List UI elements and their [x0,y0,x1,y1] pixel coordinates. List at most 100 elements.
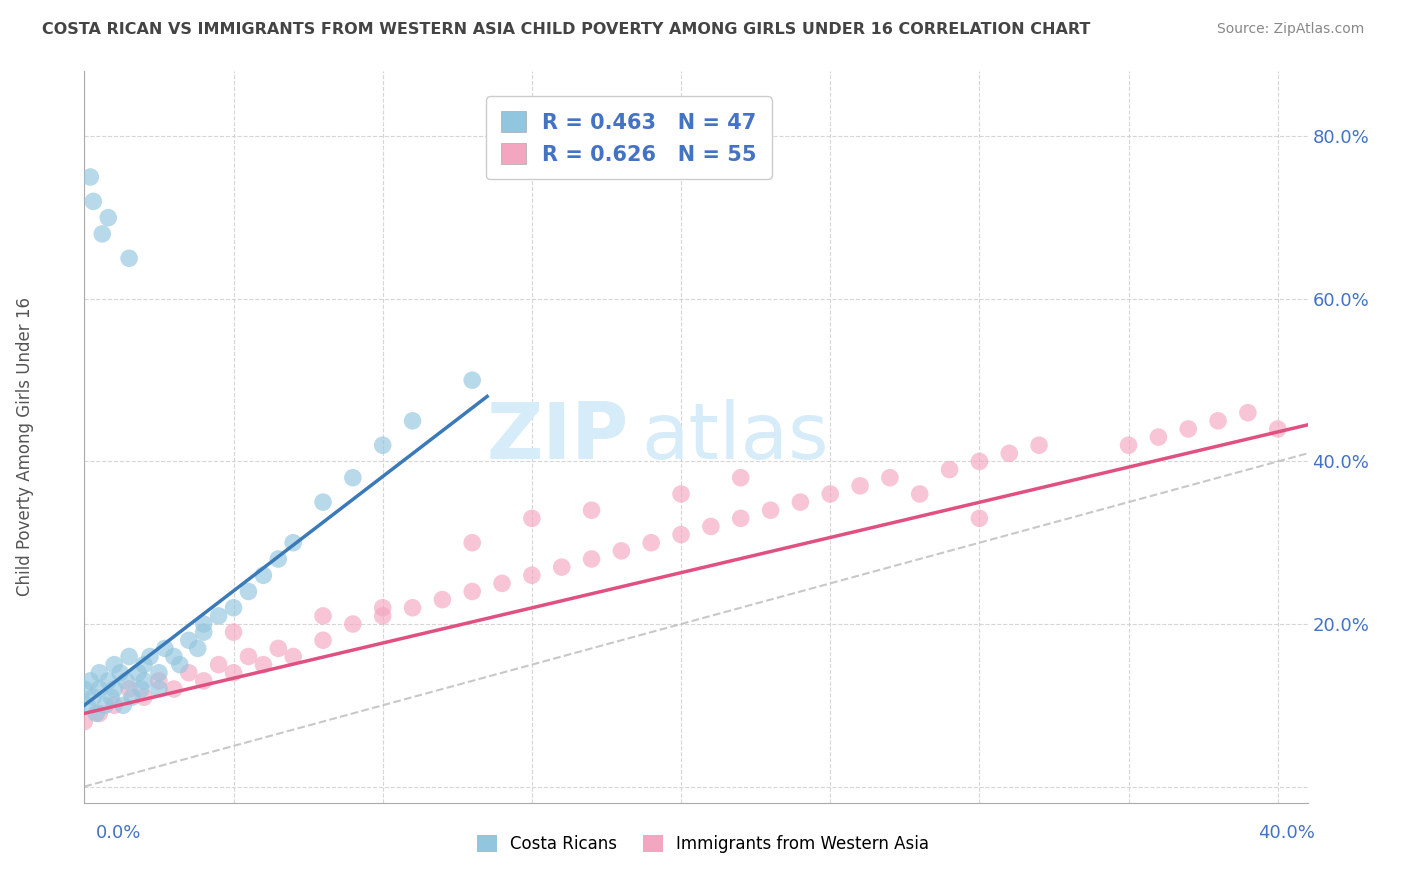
Point [132,673,155,688]
Point [82,194,104,209]
Text: atlas: atlas [641,399,828,475]
Point [129,681,152,696]
Point [520,568,543,582]
Point [461,373,484,387]
Text: COSTA RICAN VS IMMIGRANTS FROM WESTERN ASIA CHILD POVERTY AMONG GIRLS UNDER 16 C: COSTA RICAN VS IMMIGRANTS FROM WESTERN A… [42,22,1091,37]
Point [520,511,543,525]
Point [148,673,170,688]
Point [207,657,229,672]
Point [163,649,186,664]
Point [610,544,633,558]
Point [581,503,603,517]
Point [342,617,364,632]
Point [84,706,107,721]
Point [89,706,111,721]
Text: ZIP: ZIP [486,399,628,475]
Legend: Costa Ricans, Immigrants from Western Asia: Costa Ricans, Immigrants from Western As… [468,827,938,862]
Point [640,535,662,549]
Point [969,511,991,525]
Point [97,673,120,688]
Point [1118,438,1140,452]
Point [461,584,484,599]
Point [118,681,141,696]
Point [76,698,98,713]
Point [82,690,104,705]
Point [849,479,872,493]
Legend: R = 0.463   N = 47, R = 0.626   N = 55: R = 0.463 N = 47, R = 0.626 N = 55 [486,96,772,179]
Point [789,495,811,509]
Point [222,600,245,615]
Point [148,665,170,680]
Point [879,471,901,485]
Point [163,681,186,696]
Point [461,535,484,549]
Text: Child Poverty Among Girls Under 16: Child Poverty Among Girls Under 16 [17,296,34,596]
Point [908,487,931,501]
Point [139,649,162,664]
Point [121,690,143,705]
Point [401,414,423,428]
Point [153,641,176,656]
Point [312,608,335,623]
Point [342,471,364,485]
Point [118,252,141,266]
Point [97,211,120,225]
Point [371,438,394,452]
Point [79,673,101,688]
Point [998,446,1021,460]
Point [238,649,260,664]
Point [207,608,229,623]
Point [108,665,131,680]
Point [312,633,335,648]
Point [669,527,692,541]
Text: 40.0%: 40.0% [1258,824,1315,842]
Point [238,584,260,599]
Point [1177,422,1199,436]
Point [1147,430,1170,444]
Text: Source: ZipAtlas.com: Source: ZipAtlas.com [1216,22,1364,37]
Point [730,471,752,485]
Point [132,657,155,672]
Text: 0.0%: 0.0% [96,824,141,842]
Point [491,576,513,591]
Point [148,681,170,696]
Point [193,673,215,688]
Point [700,519,723,533]
Point [1267,422,1289,436]
Point [89,665,111,680]
Point [103,698,125,713]
Point [267,552,290,566]
Point [115,673,138,688]
Point [818,487,841,501]
Point [252,657,274,672]
Point [969,454,991,468]
Point [89,681,111,696]
Point [1237,406,1260,420]
Point [73,681,96,696]
Point [1206,414,1229,428]
Point [371,608,394,623]
Point [103,681,125,696]
Point [267,641,290,656]
Point [100,690,122,705]
Point [401,600,423,615]
Point [938,462,960,476]
Point [312,495,335,509]
Point [730,511,752,525]
Point [91,227,114,241]
Point [283,535,305,549]
Point [669,487,692,501]
Point [371,600,394,615]
Point [127,665,149,680]
Point [177,633,200,648]
Point [193,617,215,632]
Point [177,665,200,680]
Point [432,592,454,607]
Point [193,625,215,640]
Point [94,698,117,713]
Point [222,625,245,640]
Point [118,649,141,664]
Point [222,665,245,680]
Point [79,169,101,184]
Point [187,641,209,656]
